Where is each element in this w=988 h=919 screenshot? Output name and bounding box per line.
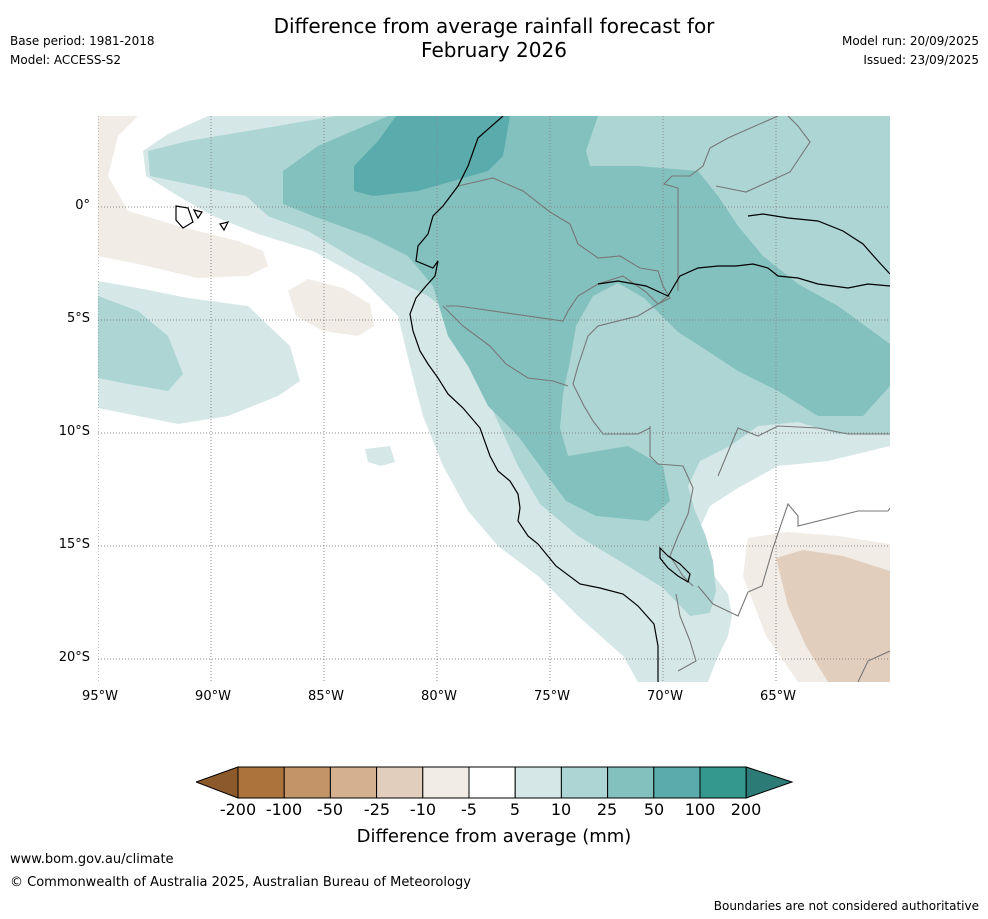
dry-area-southeast-medium: [776, 550, 890, 682]
coastlines: [175, 116, 890, 682]
lat-label-15s: 15°S: [58, 537, 90, 552]
lon-label-95w: 95°W: [82, 689, 118, 704]
lat-label-10s: 10°S: [58, 424, 90, 439]
colorbar-segment: [699, 766, 747, 799]
colorbar-segment: [560, 766, 609, 799]
wet-50-100-mm-area: [354, 116, 510, 196]
colorbar-label: -200: [219, 800, 257, 819]
model-text: Model: ACCESS-S2: [10, 53, 122, 67]
dry-area-northwest: [98, 116, 268, 278]
galapagos-island-2: [192, 209, 203, 220]
colorbar-label: -100: [265, 800, 303, 819]
lake-titicaca: [659, 546, 691, 583]
galapagos-island-3: [219, 221, 230, 232]
lon-label-75w: 75°W: [534, 689, 570, 704]
colorbar-label: 25: [596, 800, 618, 819]
colorbar-label: 5: [509, 800, 521, 819]
rio-negro-river: [747, 213, 890, 275]
issued-text: Issued: 23/09/2025: [863, 53, 979, 67]
metadata-right: Model run: 20/09/2025 Issued: 23/09/2025: [842, 32, 979, 70]
colorbar-label: -50: [316, 800, 344, 819]
wet-25-50-mm-area: [283, 116, 890, 521]
dry-anomaly-areas: [98, 116, 890, 682]
metadata-left: Base period: 1981-2018 Model: ACCESS-S2: [10, 32, 155, 70]
chart-title: Difference from average rainfall forecas…: [0, 14, 988, 62]
footer-url[interactable]: www.bom.gov.au/climate: [10, 852, 174, 867]
country-borders: [442, 116, 890, 682]
model-run-text: Model run: 20/09/2025: [841, 34, 979, 48]
colorbar-label: -5: [461, 800, 477, 819]
galapagos-island-1: [175, 205, 194, 229]
footer-disclaimer: Boundaries are not considered authoritat…: [713, 899, 979, 913]
colorbar-label: -25: [363, 800, 391, 819]
colorbar-segment: [653, 766, 701, 799]
dry-area-offshore: [288, 279, 374, 336]
colorbar-segment: [607, 766, 655, 799]
colorbar-segment: [468, 766, 516, 799]
graticule: [98, 116, 890, 682]
colorbar-title: Difference from average (mm): [356, 826, 632, 847]
lat-label-20s: 20°S: [58, 650, 90, 665]
pacific-coastline: [409, 116, 659, 682]
colorbar: [196, 766, 794, 799]
lon-label-70w: 70°W: [647, 689, 683, 704]
title-line-1: Difference from average rainfall forecas…: [273, 14, 715, 38]
lat-label-0: 0°: [75, 198, 90, 213]
wet-5-10-mm-islet: [365, 446, 395, 466]
colorbar-extend-low: [196, 766, 239, 799]
footer-copyright: © Commonwealth of Australia 2025, Austra…: [10, 875, 471, 890]
colorbar-label: 10: [550, 800, 572, 819]
wet-anomaly-areas: [98, 116, 890, 682]
colorbar-label: 50: [643, 800, 665, 819]
colorbar-label: 200: [730, 800, 762, 819]
wet-5-10-mm-west: [98, 281, 300, 424]
colorbar-segment: [514, 766, 562, 799]
rainfall-anomaly-map: [98, 116, 890, 682]
colorbar-segment: [422, 766, 470, 799]
colorbar-segment: [376, 766, 424, 799]
colorbar-segment: [329, 766, 378, 799]
base-period-text: Base period: 1981-2018: [10, 34, 155, 48]
amazon-river-bank-north: [597, 263, 890, 297]
lon-label-65w: 65°W: [760, 689, 796, 704]
colorbar-label: 100: [684, 800, 716, 819]
colorbar-segment: [283, 766, 331, 799]
lon-label-90w: 90°W: [195, 689, 231, 704]
lon-label-85w: 85°W: [308, 689, 344, 704]
lon-label-80w: 80°W: [421, 689, 457, 704]
colorbar-segment: [237, 766, 285, 799]
title-line-2: February 2026: [421, 38, 567, 62]
colorbar-extend-high: [745, 766, 794, 799]
colorbar-label: -10: [409, 800, 437, 819]
lat-label-5s: 5°S: [66, 311, 90, 326]
